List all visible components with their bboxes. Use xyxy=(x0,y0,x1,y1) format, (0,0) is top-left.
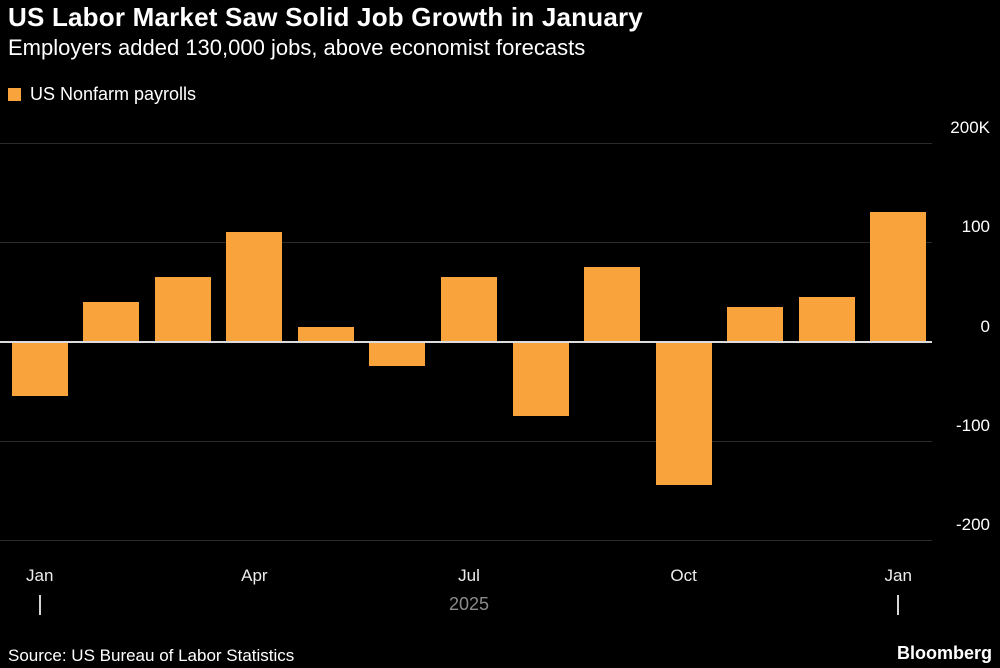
bar-apr xyxy=(226,232,283,342)
gridline xyxy=(0,440,932,442)
gridline xyxy=(0,242,932,244)
zero-axis-line xyxy=(0,340,932,343)
bar-jan-2025 xyxy=(11,341,68,397)
bar-aug xyxy=(512,341,569,416)
bar-jul xyxy=(441,276,497,342)
y-axis-tick-label: 0 xyxy=(980,316,990,336)
y-axis-tick-label: 200K xyxy=(950,118,990,137)
bar-feb xyxy=(83,301,140,342)
legend: US Nonfarm payrolls xyxy=(8,84,196,105)
bar-mar xyxy=(154,276,211,342)
legend-swatch-icon xyxy=(8,88,21,101)
x-axis-tick-mark xyxy=(897,595,900,615)
x-axis-tick-label: Jan xyxy=(26,566,54,585)
y-axis-tick-label: -200 xyxy=(955,515,990,534)
source-text: Source: US Bureau of Labor Statistics xyxy=(8,646,295,665)
bar-dec xyxy=(798,296,855,342)
chart-subtitle: Employers added 130,000 jobs, above econ… xyxy=(8,35,586,60)
bar-chart-plot-area: 200K 100 0 -100 -200 xyxy=(0,118,1000,541)
x-axis-year-label: 2025 xyxy=(448,594,490,614)
y-axis-tick-label: -100 xyxy=(955,415,990,435)
x-axis-tick-label: Oct xyxy=(670,566,697,585)
bar-jan-2026 xyxy=(870,212,927,342)
x-axis-tick-label: Jan xyxy=(884,566,912,585)
bar-nov xyxy=(727,306,784,342)
gridline xyxy=(0,540,932,541)
bar-may xyxy=(297,326,354,342)
bar-jun xyxy=(369,341,426,367)
x-axis-tick-label: Apr xyxy=(241,566,268,585)
y-axis-tick-label: 100 xyxy=(961,217,990,237)
bloomberg-logo: Bloomberg xyxy=(896,643,992,663)
bar-oct xyxy=(655,341,712,486)
legend-label: US Nonfarm payrolls xyxy=(30,84,197,104)
gridline xyxy=(0,143,932,144)
bar-sep xyxy=(584,267,641,342)
x-axis-tick-label: Jul xyxy=(458,566,480,585)
x-axis-tick-mark xyxy=(38,595,41,615)
x-axis: Jan Apr Jul Oct Jan 2025 xyxy=(0,540,1000,635)
chart-title: US Labor Market Saw Solid Job Growth in … xyxy=(8,2,643,32)
